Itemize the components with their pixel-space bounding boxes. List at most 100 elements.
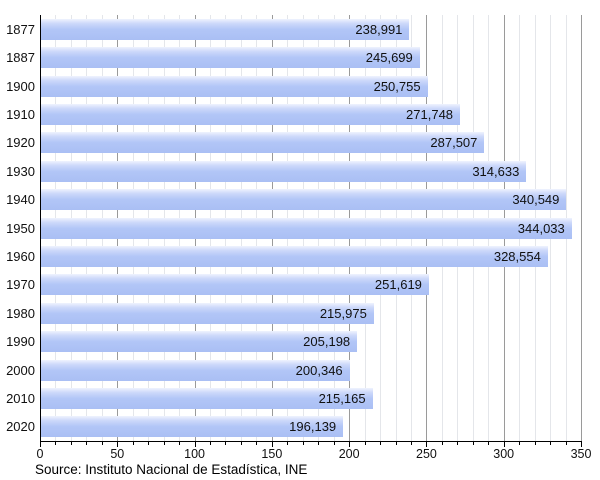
bar-row: 215,975 xyxy=(40,299,581,327)
bar-row: 251,619 xyxy=(40,271,581,299)
bar-1900: 250,755 xyxy=(40,75,428,97)
minor-tick xyxy=(534,442,536,445)
y-axis-line xyxy=(40,15,41,442)
y-axis-label-2000: 2000 xyxy=(6,362,35,378)
bar-1960: 328,554 xyxy=(40,245,548,267)
minor-tick xyxy=(333,442,335,445)
minor-tick xyxy=(55,442,57,445)
y-axis-label-1887: 1887 xyxy=(6,50,35,66)
minor-tick xyxy=(364,442,366,445)
minor-tick xyxy=(210,442,212,445)
minor-tick xyxy=(457,442,459,445)
bar-1950: 344,033 xyxy=(40,217,572,239)
minor-tick xyxy=(395,442,397,445)
bar-1970: 251,619 xyxy=(40,274,429,296)
major-tick xyxy=(503,442,505,447)
bar-2010: 215,165 xyxy=(40,387,373,409)
minor-tick xyxy=(148,442,150,445)
bar-1920: 287,507 xyxy=(40,132,485,154)
bar-row: 314,633 xyxy=(40,157,581,185)
x-axis-tick-label-350: 350 xyxy=(570,447,592,461)
minor-tick xyxy=(550,442,552,445)
major-tick xyxy=(581,442,582,447)
y-axis-label-1940: 1940 xyxy=(6,192,35,208)
y-axis-label-1980: 1980 xyxy=(6,305,35,321)
bar-row: 287,507 xyxy=(40,129,581,157)
bar-1980: 215,975 xyxy=(40,302,374,324)
major-tick xyxy=(271,442,273,447)
y-axis-label-1877: 1877 xyxy=(6,21,35,37)
bar-value-label: 271,748 xyxy=(406,106,454,122)
bar-value-label: 196,139 xyxy=(289,419,337,435)
bar-value-label: 215,165 xyxy=(318,390,366,406)
bar-2020: 196,139 xyxy=(40,416,344,438)
bar-1877: 238,991 xyxy=(40,18,410,40)
bar-value-label: 340,549 xyxy=(512,192,560,208)
bar-value-label: 250,755 xyxy=(373,78,421,94)
x-axis-tick-label-0: 0 xyxy=(36,447,44,461)
major-tick xyxy=(117,442,119,447)
minor-tick xyxy=(132,442,134,445)
bar-value-label: 328,554 xyxy=(493,248,541,264)
bar-row: 328,554 xyxy=(40,242,581,270)
minor-tick xyxy=(441,442,443,445)
minor-tick xyxy=(101,442,103,445)
y-axis-label-1910: 1910 xyxy=(6,106,35,122)
minor-tick xyxy=(472,442,474,445)
bar-row: 245,699 xyxy=(40,43,581,71)
x-axis-line xyxy=(40,441,582,442)
bar-value-label: 251,619 xyxy=(374,277,422,293)
bar-1887: 245,699 xyxy=(40,47,420,69)
bar-value-label: 215,975 xyxy=(319,305,367,321)
x-axis-tick-label-150: 150 xyxy=(261,447,283,461)
bar-row: 340,549 xyxy=(40,185,581,213)
x-axis-tick-label-50: 50 xyxy=(110,447,125,461)
minor-tick xyxy=(302,442,304,445)
minor-tick xyxy=(318,442,320,445)
y-axis-label-2020: 2020 xyxy=(6,419,35,435)
x-axis-tick-label-200: 200 xyxy=(338,447,360,461)
minor-tick xyxy=(256,442,258,445)
y-axis-label-1920: 1920 xyxy=(6,135,35,151)
bar-value-label: 238,991 xyxy=(355,21,403,37)
bar-value-label: 200,346 xyxy=(295,362,343,378)
y-axis-label-1990: 1990 xyxy=(6,334,35,350)
minor-tick xyxy=(225,442,227,445)
bar-row: 271,748 xyxy=(40,100,581,128)
y-axis-labels: 1877 1887 1900 1910 1920 1930 1940 1950 1960 1970… xyxy=(0,15,35,441)
bar-row: 196,139 xyxy=(40,413,581,441)
plot-area: 238,991 245,699 250,755 271,748 287,507 314,6… xyxy=(40,15,582,441)
bar-value-label: 314,633 xyxy=(472,163,520,179)
minor-tick xyxy=(488,442,490,445)
minor-tick xyxy=(86,442,88,445)
bar-1910: 271,748 xyxy=(40,103,461,125)
bar-1930: 314,633 xyxy=(40,160,527,182)
bar-row: 344,033 xyxy=(40,214,581,242)
minor-tick xyxy=(380,442,382,445)
bar-row: 200,346 xyxy=(40,356,581,384)
x-axis-tick-label-100: 100 xyxy=(184,447,205,461)
x-axis-tick-label-300: 300 xyxy=(493,447,515,461)
minor-tick xyxy=(179,442,181,445)
minor-tick xyxy=(287,442,289,445)
bar-rows: 238,991 245,699 250,755 271,748 287,507 314,6… xyxy=(40,15,581,441)
y-axis-label-2010: 2010 xyxy=(6,390,35,406)
minor-tick xyxy=(70,442,72,445)
bar-1990: 205,198 xyxy=(40,331,358,353)
major-gridline xyxy=(581,15,582,441)
bar-row: 205,198 xyxy=(40,327,581,355)
bar-value-label: 205,198 xyxy=(303,334,351,350)
bar-row: 250,755 xyxy=(40,72,581,100)
minor-tick xyxy=(565,442,567,445)
major-tick xyxy=(40,442,41,447)
bar-value-label: 287,507 xyxy=(430,135,478,151)
major-tick xyxy=(194,442,196,447)
bar-2000: 200,346 xyxy=(40,359,350,381)
x-axis-tick-labels: 0 50 100 150 200 250 300 350 xyxy=(36,447,592,461)
bar-row: 238,991 xyxy=(40,15,581,43)
minor-tick xyxy=(519,442,521,445)
x-axis-tick-label-250: 250 xyxy=(415,447,437,461)
minor-tick xyxy=(410,442,412,445)
minor-tick xyxy=(163,442,165,445)
y-axis-label-1950: 1950 xyxy=(6,220,35,236)
